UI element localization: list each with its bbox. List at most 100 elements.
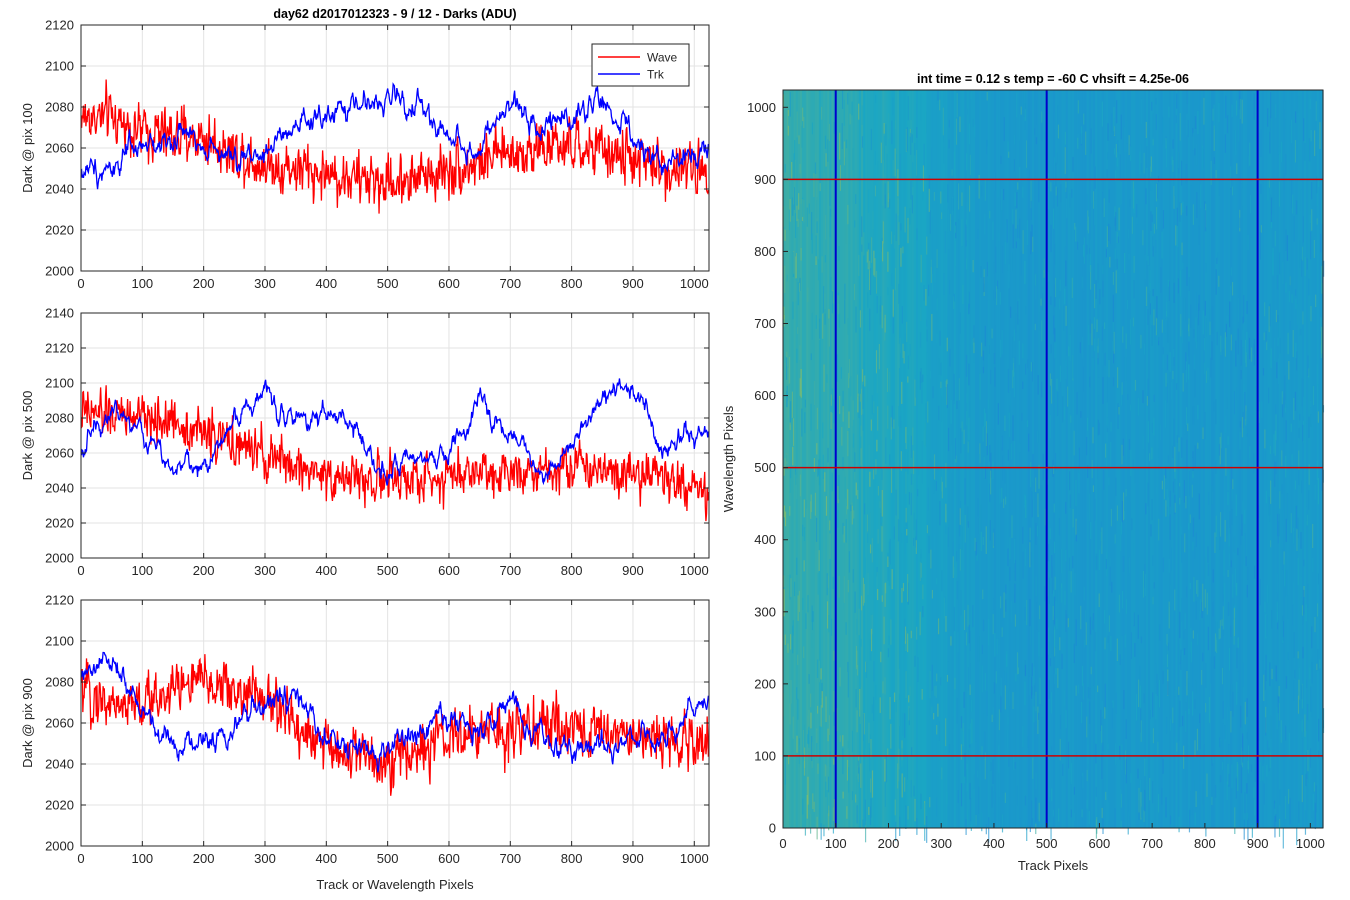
heatmap-streak — [793, 581, 796, 597]
heatmap-streak — [796, 557, 798, 575]
heatmap-streak — [1265, 614, 1267, 639]
heatmap-streak — [905, 805, 907, 829]
heatmap-streak — [977, 498, 979, 517]
heatmap-streak — [783, 589, 785, 617]
heatmap-streak — [929, 458, 932, 469]
heatmap-streak — [951, 196, 954, 215]
heatmap-streak — [1242, 733, 1244, 751]
heatmap-streak — [1053, 673, 1055, 685]
heatmap-streak — [1288, 291, 1290, 303]
heatmap-streak — [1258, 411, 1260, 424]
heatmap-streak — [810, 403, 812, 431]
heatmap-streak — [941, 570, 943, 592]
heatmap-streak — [1188, 809, 1191, 833]
heatmap-streak — [1224, 813, 1227, 827]
heatmap-streak — [784, 779, 786, 800]
heatmap-streak — [1055, 148, 1057, 166]
y-tick-label: 500 — [754, 460, 776, 475]
heatmap-streak — [1036, 525, 1039, 537]
heatmap-streak — [812, 611, 814, 622]
heatmap-column — [886, 90, 890, 828]
line-subplot-1: 0 100 200 300 400 500 600 700 800 900 100020002020… — [20, 18, 710, 291]
heatmap-streak — [1232, 574, 1234, 598]
heatmap-streak — [1289, 321, 1291, 330]
heatmap-streak — [1140, 144, 1142, 161]
heatmap-streak — [1125, 719, 1127, 740]
heatmap-streak — [926, 525, 928, 534]
heatmap-streak — [1244, 509, 1246, 524]
heatmap-streak — [902, 246, 904, 254]
heatmap-column — [1202, 90, 1206, 828]
heatmap-streak — [1065, 549, 1067, 562]
heatmap-streak — [1134, 642, 1136, 657]
heatmap-streak — [1181, 598, 1183, 622]
heatmap-streak — [1250, 237, 1252, 260]
y-tick-label: 2140 — [45, 306, 74, 321]
heatmap-streak — [860, 638, 862, 647]
heatmap-streak — [1139, 665, 1141, 681]
heatmap-streak — [1186, 205, 1188, 216]
heatmap-column — [789, 90, 793, 828]
heatmap-streak — [893, 692, 896, 703]
heatmap-streak — [1265, 330, 1267, 343]
heatmap-streak — [1097, 419, 1099, 436]
heatmap-streak — [1142, 230, 1144, 246]
heatmap-streak — [956, 581, 959, 600]
heatmap-streak — [960, 716, 963, 729]
heatmap-streak — [975, 814, 977, 826]
heatmap-column — [810, 90, 814, 828]
heatmap-streak — [1158, 680, 1161, 708]
heatmap-streak — [1244, 392, 1246, 420]
heatmap-streak — [829, 179, 831, 206]
heatmap-streak — [960, 428, 962, 454]
heatmap-streak — [1128, 557, 1130, 574]
heatmap-streak — [1155, 207, 1158, 230]
heatmap-streak — [846, 759, 849, 781]
heatmap-streak — [957, 183, 959, 201]
heatmap-streak — [1202, 784, 1204, 805]
heatmap-streak — [1075, 518, 1077, 535]
heatmap-column — [869, 90, 873, 828]
heatmap-column — [1234, 90, 1238, 828]
x-tick-label: 600 — [438, 276, 460, 291]
heatmap-streak — [1168, 558, 1170, 573]
heatmap-streak — [936, 298, 938, 311]
heatmap-streak — [1032, 757, 1034, 779]
heatmap-streak — [1035, 576, 1037, 597]
heatmap-streak — [1133, 255, 1135, 273]
x-tick-label: 500 — [377, 851, 399, 866]
heatmap-streak — [1052, 605, 1054, 621]
heatmap-streak — [1147, 378, 1149, 406]
heatmap-streak — [829, 751, 831, 767]
heatmap-streak — [823, 824, 825, 837]
heatmap-streak — [1083, 366, 1085, 392]
heatmap-streak — [938, 172, 940, 190]
heatmap-streak — [1072, 354, 1074, 379]
heatmap-column — [829, 90, 833, 828]
heatmap-streak — [826, 601, 829, 629]
heatmap-streak — [1054, 112, 1056, 130]
heatmap-streak — [1144, 254, 1146, 280]
heatmap-streak — [1268, 178, 1271, 188]
heatmap-streak — [1175, 115, 1177, 124]
heatmap-streak — [973, 353, 975, 363]
heatmap-streak — [1104, 610, 1106, 624]
heatmap-streak — [997, 169, 999, 198]
heatmap-streak — [832, 821, 835, 834]
heatmap-streak — [1192, 133, 1194, 151]
heatmap-streak — [1089, 253, 1091, 273]
heatmap-streak — [945, 503, 947, 523]
heatmap-column — [1143, 90, 1147, 828]
heatmap-column — [922, 90, 925, 828]
heatmap-streak — [839, 735, 841, 742]
heatmap-streak — [828, 615, 830, 633]
heatmap-streak — [1283, 393, 1286, 408]
heatmap-streak — [1093, 338, 1095, 352]
heatmap-streak — [784, 511, 787, 527]
heatmap-streak — [1085, 131, 1087, 155]
heatmap-streak — [1057, 579, 1059, 604]
heatmap-streak — [984, 413, 987, 426]
heatmap-streak — [993, 791, 996, 804]
heatmap-streak — [884, 314, 886, 333]
heatmap-streak — [1275, 404, 1277, 415]
